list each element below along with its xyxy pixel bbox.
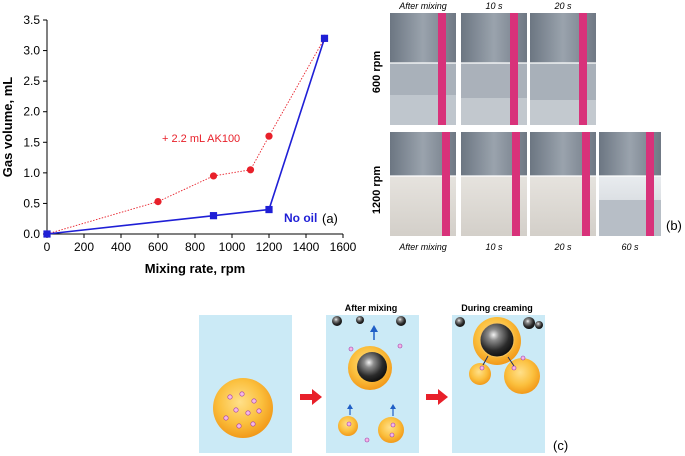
photo-header: 60 s [621, 242, 639, 252]
gas-bubble [455, 317, 465, 327]
y-tick-label: 2.5 [23, 74, 40, 88]
gas-bubble [396, 316, 406, 326]
data-point [154, 197, 162, 206]
gas-bubble [523, 317, 535, 329]
y-axis-ticks: 0.0 0.5 1.0 1.5 2.0 2.5 3.0 3.5 [23, 13, 47, 241]
oil-drop [469, 363, 491, 385]
stage-initial [199, 315, 292, 453]
photo-1200-60s [599, 132, 661, 236]
gas-bubble [332, 316, 342, 326]
data-point [320, 34, 329, 42]
oil-drop [378, 417, 404, 443]
photo-600-after [390, 13, 456, 125]
gas-bubble [357, 352, 387, 382]
data-point [265, 132, 273, 140]
data-point [43, 230, 51, 238]
x-axis-label: Mixing rate, rpm [145, 261, 245, 276]
x-tick-label: 1000 [219, 240, 246, 254]
photo-header: 10 s [485, 1, 503, 11]
gas-bubble [356, 316, 364, 324]
row-label-600: 600 rpm [371, 51, 383, 93]
rise-arrow-icon [370, 325, 378, 332]
x-tick-label: 0 [44, 240, 51, 254]
oil-drop [504, 358, 540, 394]
series-line-0 [46, 38, 325, 235]
chart-series [43, 34, 329, 238]
arrow-right-icon [426, 389, 448, 405]
y-tick-label: 3.5 [23, 13, 40, 27]
x-tick-label: 1200 [256, 240, 283, 254]
y-tick-label: 1.0 [23, 166, 40, 180]
y-tick-label: 3.0 [23, 44, 40, 58]
tube-photographs: After mixing 10 s 20 s 600 rpm 1200 rpm [371, 1, 682, 252]
y-tick-label: 1.5 [23, 135, 40, 149]
x-tick-label: 400 [111, 240, 131, 254]
data-point [265, 205, 273, 214]
photo-1200-after [390, 132, 456, 236]
gas-bubble [535, 321, 543, 329]
photo-600-10s [461, 13, 527, 125]
data-point [246, 166, 255, 174]
stage-title: During creaming [461, 303, 533, 313]
y-tick-label: 2.0 [23, 105, 40, 119]
stage-after-mixing: After mixing [326, 303, 419, 453]
gas-bubble [479, 322, 515, 358]
panel-label-c: (c) [553, 438, 568, 453]
photo-600-20s [530, 13, 596, 125]
row-label-1200: 1200 rpm [371, 166, 383, 215]
y-tick-label: 0.0 [23, 227, 40, 241]
y-axis-label: Gas volume, mL [0, 77, 15, 177]
photo-header: 10 s [485, 242, 503, 252]
photo-header: After mixing [398, 1, 447, 11]
y-tick-label: 0.5 [23, 196, 40, 210]
photo-header: 20 s [553, 242, 572, 252]
x-tick-label: 600 [148, 240, 168, 254]
legend-no-oil-label: No oil [284, 211, 317, 225]
x-axis-ticks: 0 200 400 600 800 1000 1200 1400 1600 [44, 234, 357, 254]
x-tick-label: 1600 [330, 240, 357, 254]
panel-label-b: (b) [666, 218, 682, 233]
panel-label-a: (a) [322, 211, 338, 226]
photo-1200-10s [461, 132, 527, 236]
legend-oil-label: + 2.2 mL AK100 [162, 133, 240, 145]
x-tick-label: 200 [74, 240, 94, 254]
x-tick-label: 1400 [293, 240, 320, 254]
photo-1200-20s [530, 132, 596, 236]
photo-header: 20 s [553, 1, 572, 11]
stage-during-creaming: During creaming [452, 303, 545, 453]
photo-header: After mixing [398, 242, 447, 252]
data-point [209, 172, 218, 180]
x-tick-label: 800 [185, 240, 205, 254]
creaming-schematic: After mixing During creamin [199, 303, 568, 453]
series-line-1 [46, 38, 326, 235]
arrow-right-icon [300, 389, 322, 405]
stage-title: After mixing [345, 303, 398, 313]
data-point [209, 212, 218, 220]
oil-drop-with-bubbles [213, 378, 273, 438]
gas-volume-chart: 0 200 400 600 800 1000 1200 1400 1600 0.0 0.5 1.0 1… [0, 13, 357, 276]
